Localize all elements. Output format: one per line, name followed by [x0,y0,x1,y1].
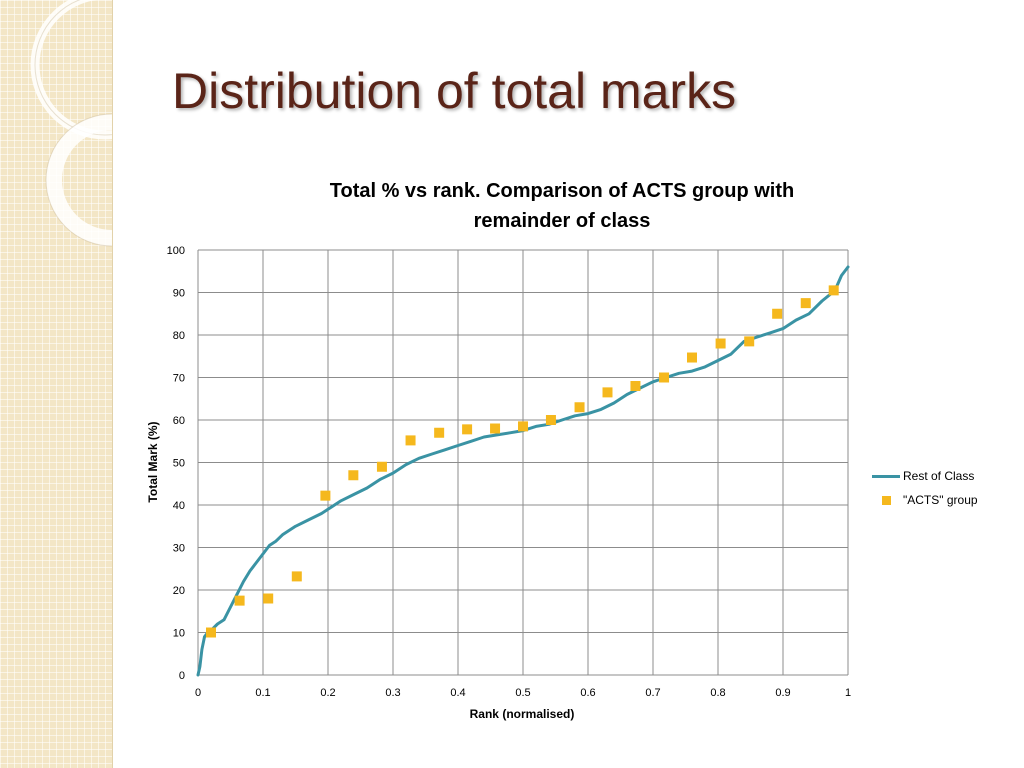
x-tick-label: 0.9 [775,687,790,699]
acts-group-point [462,424,473,435]
acts-group-point [518,421,528,432]
acts-group-point [772,308,783,319]
chart-grid [197,249,849,676]
acts-group-point [659,372,670,383]
y-tick-label: 60 [173,415,185,427]
acts-group-point [291,571,302,582]
acts-group-point [405,435,416,446]
x-tick-label: 0.3 [385,687,400,699]
chart-legend: Rest of Class "ACTS" group [872,464,978,512]
x-tick-label: 0 [195,687,201,699]
x-tick-label: 0.2 [320,687,335,699]
y-tick-label: 80 [173,330,185,342]
acts-group-point [715,338,726,349]
acts-group-point [687,352,697,363]
y-tick-label: 90 [173,288,185,300]
y-tick-label: 40 [173,500,185,512]
chart-title: Total % vs rank. Comparison of ACTS grou… [262,176,862,236]
acts-group-point [545,415,556,425]
chart-series [196,265,850,677]
x-axis-label: Rank (normalised) [470,707,575,721]
acts-group-point [490,423,501,434]
legend-item-acts-group: "ACTS" group [872,488,978,512]
y-tick-label: 30 [173,543,185,555]
y-tick-label: 20 [173,585,185,597]
acts-group-point [630,381,641,391]
acts-group-point [828,285,839,296]
x-tick-label: 0.5 [515,687,530,699]
decorative-rings [30,0,112,247]
acts-group-point [574,402,585,413]
acts-group-point [348,470,359,481]
x-tick-label: 0.1 [255,687,270,699]
x-tick-label: 0.7 [645,687,660,699]
chart-tick-labels: 0 0.1 0.2 0.3 0.4 0.5 0.6 0.7 0.8 0.9 101020304050… [167,245,851,699]
y-tick-label: 70 [173,373,185,385]
y-tick-label: 50 [173,458,185,470]
acts-group-point [602,387,613,398]
y-tick-label: 0 [179,670,185,682]
x-tick-label: 0.6 [580,687,595,699]
acts-group-point [434,427,445,438]
acts-group-point [234,595,245,606]
y-tick-label: 100 [167,245,185,257]
x-tick-label: 0.4 [450,687,465,699]
rest-of-class-line [196,265,850,677]
slide-title: Distribution of total marks [172,63,737,119]
decorative-side-panel [0,0,113,768]
legend-label-rest-of-class: Rest of Class [903,469,975,483]
acts-group-point [744,336,755,347]
acts-group-point [263,593,274,604]
acts-group-point [376,461,387,472]
x-tick-label: 1 [845,687,851,699]
legend-item-rest-of-class: Rest of Class [872,464,978,488]
legend-square-swatch [881,495,891,505]
chart-title-line-1: Total % vs rank. Comparison of ACTS grou… [329,180,795,202]
x-tick-label: 0.8 [710,687,725,699]
legend-label-acts-group: "ACTS" group [903,493,978,507]
y-axis-label: Total Mark (%) [146,421,160,502]
acts-group-point [320,490,331,501]
acts-group-point [206,627,216,638]
y-tick-label: 10 [173,628,185,640]
legend-line-swatch [872,474,900,478]
acts-group-point [800,298,811,309]
chart-title-line-2: remainder of class [473,210,651,232]
